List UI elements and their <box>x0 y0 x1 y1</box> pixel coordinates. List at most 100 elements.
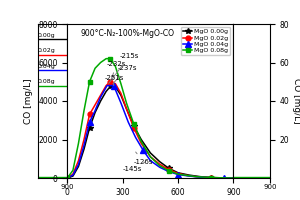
MgO 0.02g <box>104 84 108 87</box>
Text: 0.04g: 0.04g <box>38 64 56 69</box>
MgO 0.00g <box>93 111 97 114</box>
Text: -251s: -251s <box>104 75 124 86</box>
Text: 900°C-N₂-100%-MgO-CO: 900°C-N₂-100%-MgO-CO <box>81 29 175 38</box>
MgO 0.02g <box>185 174 189 177</box>
MgO 0.00g <box>109 84 113 87</box>
Line: MgO 0.08g: MgO 0.08g <box>65 56 236 180</box>
MgO 0.04g <box>232 177 235 179</box>
MgO 0.00g <box>71 175 75 177</box>
MgO 0.08g <box>108 57 112 60</box>
MgO 0.02g <box>108 81 112 83</box>
MgO 0.02g <box>93 104 97 106</box>
MgO 0.08g <box>114 65 117 68</box>
MgO 0.08g <box>88 81 91 83</box>
MgO 0.02g <box>167 169 171 171</box>
MgO 0.00g <box>209 176 213 179</box>
MgO 0.04g <box>158 166 161 168</box>
MgO 0.02g <box>158 163 161 165</box>
MgO 0.04g <box>99 96 102 98</box>
MgO 0.04g <box>148 159 152 162</box>
MgO 0.08g <box>132 123 136 125</box>
MgO 0.00g <box>124 108 128 110</box>
MgO 0.08g <box>99 61 102 64</box>
Text: -126s: -126s <box>134 152 153 165</box>
Text: 0.08g: 0.08g <box>38 79 55 84</box>
MgO 0.04g <box>222 177 226 179</box>
MgO 0.00g <box>77 165 80 168</box>
Line: MgO 0.04g: MgO 0.04g <box>64 83 236 181</box>
Text: -232s: -232s <box>107 61 126 79</box>
MgO 0.08g <box>232 177 235 179</box>
MgO 0.02g <box>132 127 136 129</box>
MgO 0.08g <box>176 173 180 175</box>
Line: MgO 0.00g: MgO 0.00g <box>64 83 236 181</box>
MgO 0.00g <box>188 174 191 176</box>
MgO 0.04g <box>112 84 116 87</box>
Text: 0.00g: 0.00g <box>38 33 55 38</box>
MgO 0.02g <box>82 138 86 141</box>
MgO 0.02g <box>71 173 75 175</box>
MgO 0.08g <box>167 170 171 172</box>
MgO 0.00g <box>148 152 152 154</box>
MgO 0.08g <box>82 109 86 112</box>
MgO 0.08g <box>209 176 213 179</box>
MgO 0.08g <box>124 102 128 104</box>
MgO 0.08g <box>119 82 123 85</box>
MgO 0.08g <box>93 67 97 69</box>
MgO 0.08g <box>71 169 75 172</box>
MgO 0.02g <box>88 113 91 116</box>
MgO 0.00g <box>158 160 161 163</box>
MgO 0.04g <box>71 174 75 176</box>
MgO 0.08g <box>185 174 189 177</box>
MgO 0.04g <box>209 177 213 179</box>
Text: -237s: -237s <box>113 65 137 84</box>
MgO 0.02g <box>222 177 226 179</box>
MgO 0.02g <box>232 177 235 179</box>
Legend: MgO 0.00g, MgO 0.02g, MgO 0.04g, MgO 0.08g: MgO 0.00g, MgO 0.02g, MgO 0.04g, MgO 0.0… <box>181 27 230 55</box>
MgO 0.04g <box>141 149 145 151</box>
Y-axis label: CO [mg/L]: CO [mg/L] <box>24 78 33 124</box>
MgO 0.02g <box>176 172 180 175</box>
MgO 0.04g <box>88 121 91 123</box>
MgO 0.08g <box>140 140 143 143</box>
MgO 0.08g <box>104 57 108 60</box>
MgO 0.08g <box>158 164 161 167</box>
MgO 0.02g <box>99 94 102 96</box>
MgO 0.02g <box>77 159 80 162</box>
MgO 0.00g <box>99 100 102 102</box>
MgO 0.02g <box>140 142 143 145</box>
MgO 0.00g <box>66 177 69 179</box>
MgO 0.04g <box>176 173 180 176</box>
MgO 0.00g <box>114 85 117 88</box>
MgO 0.02g <box>114 82 117 85</box>
MgO 0.02g <box>209 176 213 179</box>
MgO 0.00g <box>119 94 123 96</box>
Line: MgO 0.02g: MgO 0.02g <box>65 79 236 180</box>
MgO 0.00g <box>176 172 180 174</box>
MgO 0.02g <box>148 156 152 158</box>
MgO 0.00g <box>199 175 202 178</box>
MgO 0.00g <box>167 167 171 170</box>
MgO 0.00g <box>222 177 226 179</box>
MgO 0.04g <box>105 84 109 87</box>
MgO 0.02g <box>124 108 128 110</box>
MgO 0.02g <box>119 92 123 95</box>
Text: -145s: -145s <box>123 162 145 172</box>
MgO 0.04g <box>119 102 123 104</box>
MgO 0.08g <box>66 177 69 179</box>
MgO 0.00g <box>82 148 86 150</box>
Text: -215s: -215s <box>109 53 140 83</box>
Y-axis label: CO [mg/L]: CO [mg/L] <box>292 78 300 124</box>
MgO 0.04g <box>134 136 137 139</box>
MgO 0.02g <box>195 176 198 178</box>
MgO 0.00g <box>140 138 143 141</box>
MgO 0.04g <box>167 170 171 173</box>
Text: 0.02g: 0.02g <box>38 48 56 53</box>
MgO 0.02g <box>66 177 69 179</box>
MgO 0.08g <box>148 156 152 158</box>
MgO 0.04g <box>93 109 97 112</box>
MgO 0.04g <box>199 176 202 178</box>
MgO 0.04g <box>188 175 191 177</box>
MgO 0.00g <box>104 90 108 93</box>
MgO 0.08g <box>77 142 80 145</box>
